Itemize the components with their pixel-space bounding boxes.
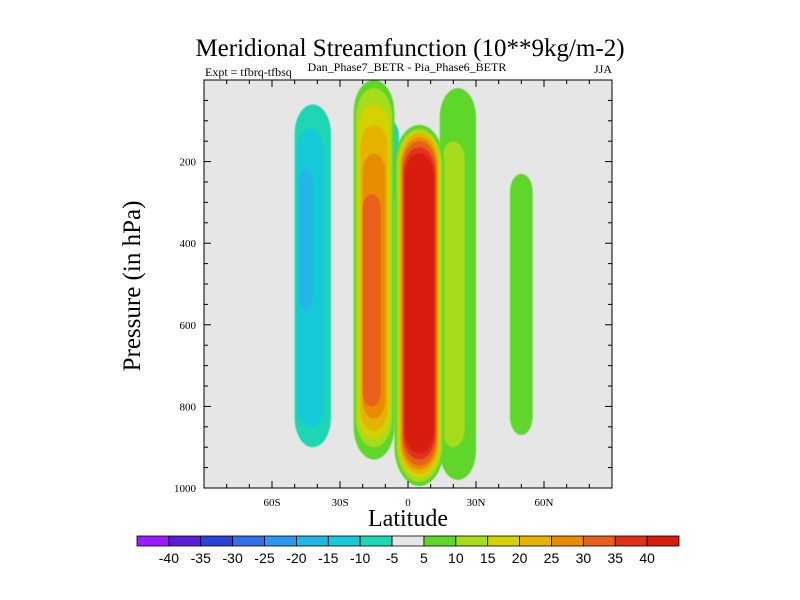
colorbar-swatch xyxy=(423,535,457,547)
x-tick-label: 60S xyxy=(263,497,280,509)
chart-subtitle: Dan_Phase7_BETR - Pia_Phase6_BETR xyxy=(308,60,507,74)
colorbar-swatch xyxy=(455,535,489,547)
y-axis-label: Pressure (in hPa) xyxy=(119,201,146,372)
colorbar-label: -5 xyxy=(386,550,399,566)
contour-band xyxy=(510,173,533,435)
x-tick-label: 30N xyxy=(467,497,486,509)
colorbar-swatch xyxy=(296,535,329,547)
colorbar-swatch xyxy=(168,535,202,547)
colorbar-swatch xyxy=(359,535,393,547)
x-axis-label: Latitude xyxy=(368,506,448,532)
colorbar-swatch xyxy=(200,535,234,547)
colorbar-label: 25 xyxy=(544,550,560,566)
colorbar-label: -40 xyxy=(159,550,179,566)
y-tick-label: 200 xyxy=(180,157,197,169)
colorbar-label: 15 xyxy=(480,550,496,566)
colorbar-label: 40 xyxy=(639,550,655,566)
x-axis: 60S 30S 0 30N 60N xyxy=(203,80,613,509)
colorbar-label: -20 xyxy=(286,550,306,566)
colorbar-label: 35 xyxy=(607,550,623,566)
colorbar-swatch xyxy=(264,535,297,547)
colorbar-swatch xyxy=(327,535,361,547)
y-axis: 200 400 600 800 1000 xyxy=(174,79,612,495)
y-tick-label: 1000 xyxy=(174,483,197,495)
colorbar-swatch xyxy=(136,535,170,547)
chart-title: Meridional Streamfunction (10**9kg/m-2) xyxy=(195,35,624,62)
x-tick-label: 30S xyxy=(331,497,348,509)
y-tick-label: 600 xyxy=(180,320,197,332)
contour-band xyxy=(362,194,381,407)
colorbar-label: 10 xyxy=(448,550,464,566)
colorbar-label: -30 xyxy=(223,550,243,566)
colorbar-swatch xyxy=(582,535,616,547)
colorbar-swatch xyxy=(551,535,584,547)
colorbar-label: 20 xyxy=(512,550,528,566)
contour-band xyxy=(442,141,465,448)
colorbar: -40 -35 -30 -25 -20 -15 -10 -5 5 10 15 20 25 30 35 40 xyxy=(136,535,680,566)
experiment-label: Expt = tfbrq-tfbsq xyxy=(205,65,292,79)
colorbar-label: 5 xyxy=(420,550,428,566)
x-tick-label: 60N xyxy=(535,497,554,509)
y-tick-label: 800 xyxy=(180,401,197,413)
colorbar-label: -35 xyxy=(191,550,211,566)
y-tick-label: 400 xyxy=(180,238,197,250)
colorbar-swatch xyxy=(519,535,552,547)
contour-band xyxy=(299,169,313,309)
colorbar-label: 30 xyxy=(576,550,592,566)
contour-fill-layer xyxy=(285,80,533,488)
colorbar-label: -25 xyxy=(254,550,274,566)
x-tick-label: 0 xyxy=(405,497,411,509)
colorbar-swatch xyxy=(391,535,425,547)
colorbar-swatch xyxy=(232,535,265,547)
colorbar-label: -10 xyxy=(350,550,370,566)
colorbar-swatch xyxy=(487,535,520,547)
colorbar-swatch xyxy=(614,535,648,547)
contour-band xyxy=(404,153,435,454)
colorbar-label: -15 xyxy=(318,550,338,566)
colorbar-swatch xyxy=(646,535,680,547)
season-label: JJA xyxy=(594,62,612,76)
